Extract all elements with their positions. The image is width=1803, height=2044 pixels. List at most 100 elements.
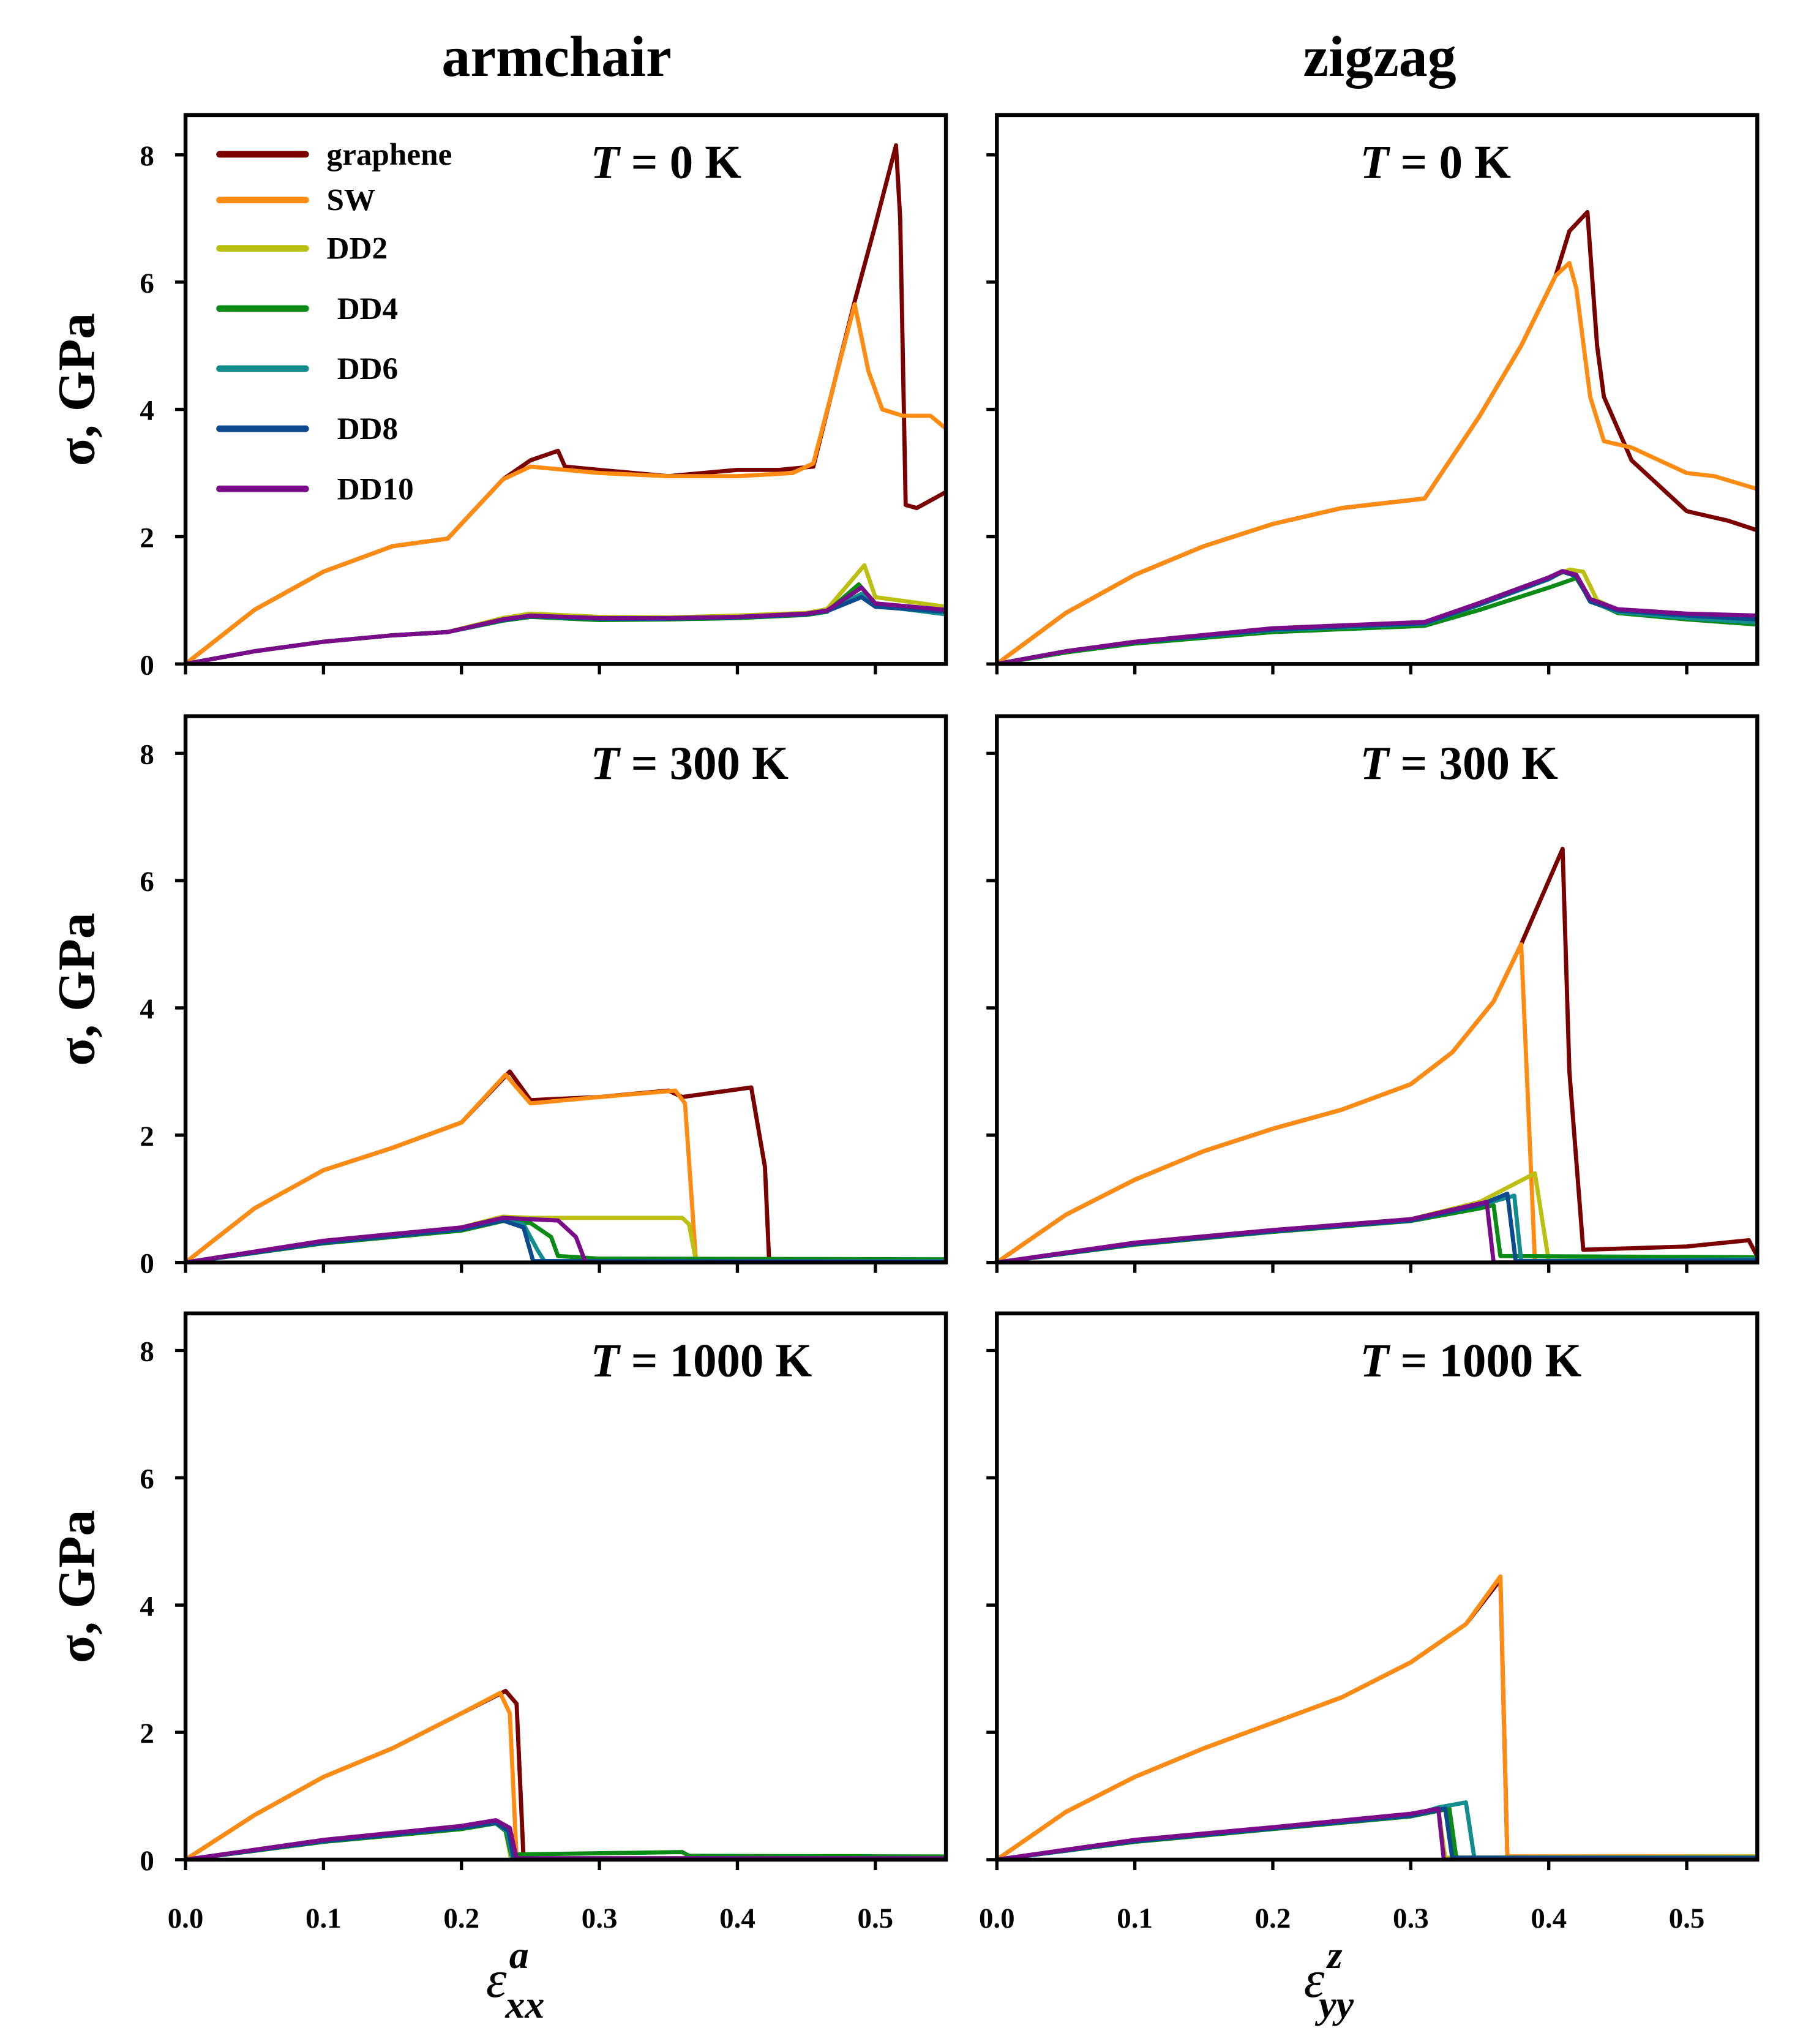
y-tick-label: 2: [140, 522, 154, 554]
legend: graphene SW DD2 DD4 DD6 DD8 DD10: [216, 137, 452, 506]
panel-zigzag-row0: T = 0 K: [986, 113, 1760, 675]
legend-entry-dd4: DD4: [216, 291, 399, 326]
y-tick-label: 8: [140, 1336, 154, 1368]
series-group: [186, 143, 946, 664]
series-line-dd10: [997, 569, 1758, 664]
y-tick-label: 4: [140, 1590, 154, 1622]
series-line-dd6: [997, 1800, 1758, 1860]
panel-zigzag-row1: T = 300 K: [986, 714, 1760, 1273]
legend-entry-dd10: DD10: [216, 472, 414, 506]
temperature-value: = 1000 K: [620, 1334, 812, 1386]
x-tick-label: 0.5: [857, 1903, 893, 1934]
series-line-dd10: [997, 1200, 1758, 1263]
series-line-graphene: [997, 209, 1758, 664]
series-line-sw: [186, 302, 946, 664]
temperature-symbol: T: [591, 1334, 621, 1386]
panels: 0 2 4 6 8 T = 0 K σ, GPa T = 0 K 0 2 4 6 8 T = 300 K σ…: [48, 113, 1760, 2026]
legend-label: DD10: [337, 472, 414, 506]
y-tick-label: 6: [140, 268, 154, 299]
series-line-sw: [997, 942, 1758, 1263]
legend-entry-dd6: DD6: [216, 351, 399, 386]
x-tick-label: 0.3: [582, 1903, 618, 1934]
y-tick-label: 8: [140, 140, 154, 172]
temperature-label: T = 300 K: [1360, 737, 1559, 789]
legend-entry-sw: SW: [216, 183, 376, 218]
series-line-dd10: [186, 1216, 946, 1263]
temperature-label: T = 0 K: [1360, 136, 1512, 188]
series-line-dd10: [186, 585, 946, 664]
x-tick-label: 0.4: [719, 1903, 755, 1934]
series-line-dd4: [186, 582, 946, 664]
y-tick-label: 0: [140, 1845, 154, 1877]
temperature-symbol: T: [1360, 1334, 1391, 1386]
x-axis-superscript: z: [1326, 1933, 1343, 1977]
series-line-dd10: [997, 1806, 1758, 1860]
legend-label: graphene: [327, 137, 452, 172]
series-line-graphene: [186, 1689, 946, 1860]
x-axis-symbol: ε: [1304, 1951, 1325, 2008]
series-line-dd8: [997, 569, 1758, 664]
y-tick-label: 6: [140, 866, 154, 898]
legend-entry-graphene: graphene: [216, 137, 452, 172]
y-tick-label: 2: [140, 1121, 154, 1152]
series-line-dd2: [186, 563, 946, 664]
x-tick-label: 0.0: [979, 1903, 1015, 1934]
series-group: [186, 1689, 946, 1860]
x-tick-label: 0.1: [1117, 1903, 1153, 1934]
series-line-sw: [186, 1691, 946, 1860]
series-line-dd4: [997, 576, 1758, 664]
y-tick-label: 0: [140, 649, 154, 681]
panel-armchair-row0: 0 2 4 6 8 T = 0 K σ, GPa: [48, 113, 948, 681]
legend-label: DD6: [337, 351, 399, 386]
temperature-symbol: T: [1360, 136, 1391, 188]
legend-entry-dd2: DD2: [216, 231, 388, 266]
x-axis-label: ε z yy: [1304, 1933, 1354, 2026]
temperature-value: = 300 K: [620, 737, 789, 789]
y-tick-label: 4: [140, 993, 154, 1025]
panel-frame: [183, 113, 948, 666]
x-axis-symbol: ε: [486, 1951, 507, 2008]
temperature-symbol: T: [1360, 737, 1391, 789]
x-tick-label: 0.1: [305, 1903, 342, 1934]
x-axis-superscript: a: [509, 1933, 529, 1977]
y-axis-label: σ, GPa: [48, 1510, 106, 1663]
x-tick-label: 0.5: [1669, 1903, 1705, 1934]
column-title-zigzag: zigzag: [1303, 25, 1456, 89]
series-line-dd6: [997, 569, 1758, 664]
panel-frame: [183, 1311, 948, 1862]
panel-armchair-row1: 0 2 4 6 8 T = 300 K σ, GPa: [48, 714, 948, 1280]
series-line-dd8: [997, 1192, 1758, 1263]
y-axis-label: σ, GPa: [48, 912, 106, 1065]
series-line-sw: [997, 261, 1758, 664]
temperature-symbol: T: [591, 737, 621, 789]
x-tick-label: 0.2: [1255, 1903, 1291, 1934]
panel-frame: [183, 714, 948, 1264]
panel-zigzag-row2: 0.0 0.1 0.2 0.3 0.4 0.5 T = 1000 K ε z yy: [979, 1311, 1760, 2026]
temperature-label: T = 1000 K: [591, 1334, 812, 1386]
legend-label: DD4: [337, 291, 399, 326]
x-tick-label: 0.4: [1531, 1903, 1567, 1934]
legend-label: SW: [327, 183, 376, 218]
y-axis-label: σ, GPa: [48, 313, 106, 466]
panel-frame: [995, 1311, 1760, 1862]
y-tick-label: 6: [140, 1463, 154, 1495]
series-group: [186, 1069, 946, 1263]
temperature-value: = 1000 K: [1389, 1334, 1581, 1386]
temperature-label: T = 1000 K: [1360, 1334, 1582, 1386]
panel-armchair-row2: 0 2 4 6 8 0.0 0.1 0.2 0.3 0.4 0.5 T = 1000 K σ, GPa ε…: [48, 1311, 948, 2026]
x-tick-label: 0.2: [443, 1903, 479, 1934]
temperature-symbol: T: [591, 136, 621, 188]
y-tick-label: 0: [140, 1248, 154, 1280]
x-axis-label: ε a xx: [486, 1933, 545, 2026]
y-tick-label: 2: [140, 1718, 154, 1749]
panel-frame: [995, 113, 1760, 666]
x-axis-subscript: yy: [1314, 1983, 1354, 2026]
temperature-label: T = 300 K: [591, 737, 789, 789]
series-line-dd4: [997, 1203, 1758, 1263]
panel-frame: [995, 714, 1760, 1264]
x-tick-label: 0.3: [1393, 1903, 1429, 1934]
x-tick-label: 0.0: [168, 1903, 204, 1934]
y-tick-label: 4: [140, 395, 154, 427]
series-line-sw: [186, 1072, 946, 1263]
